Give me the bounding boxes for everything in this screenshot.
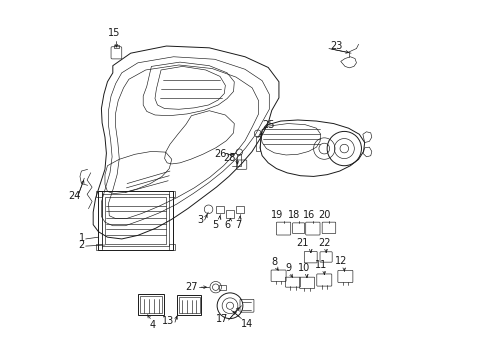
Text: 6: 6: [225, 220, 231, 230]
Text: 22: 22: [318, 238, 331, 248]
Bar: [220, 285, 226, 290]
Text: 25: 25: [262, 120, 275, 130]
Text: 17: 17: [216, 314, 228, 324]
Text: 27: 27: [185, 282, 198, 292]
Bar: [179, 297, 199, 313]
Bar: [177, 296, 201, 315]
Text: 24: 24: [68, 191, 80, 201]
Bar: [169, 192, 174, 197]
Bar: [216, 206, 223, 213]
Text: 26: 26: [214, 149, 226, 159]
Text: 9: 9: [286, 263, 292, 273]
Text: 4: 4: [149, 320, 155, 330]
Text: 23: 23: [330, 41, 343, 51]
Bar: [102, 194, 169, 246]
Text: 14: 14: [241, 319, 253, 329]
Text: 15: 15: [108, 28, 121, 38]
Bar: [169, 244, 174, 250]
Text: 13: 13: [162, 316, 174, 326]
Text: 1: 1: [79, 233, 85, 243]
Bar: [237, 154, 242, 166]
Bar: [97, 192, 102, 197]
Text: 7: 7: [235, 220, 242, 230]
Text: 12: 12: [335, 256, 347, 266]
Bar: [138, 294, 164, 315]
Bar: [256, 136, 260, 151]
Text: 28: 28: [224, 153, 236, 163]
Text: 18: 18: [288, 210, 300, 220]
Text: 16: 16: [302, 210, 315, 220]
Bar: [226, 210, 234, 217]
Text: 20: 20: [318, 210, 330, 220]
Bar: [98, 191, 173, 249]
Bar: [97, 244, 102, 250]
Text: 10: 10: [298, 263, 310, 273]
Text: 11: 11: [315, 260, 327, 270]
Bar: [140, 296, 162, 313]
Text: 5: 5: [213, 220, 219, 230]
Text: 8: 8: [271, 257, 277, 267]
Text: 21: 21: [296, 238, 308, 248]
Bar: [105, 197, 167, 244]
Text: 3: 3: [198, 215, 204, 225]
Text: 19: 19: [271, 210, 283, 220]
Bar: [236, 206, 244, 213]
Text: 2: 2: [79, 240, 85, 250]
